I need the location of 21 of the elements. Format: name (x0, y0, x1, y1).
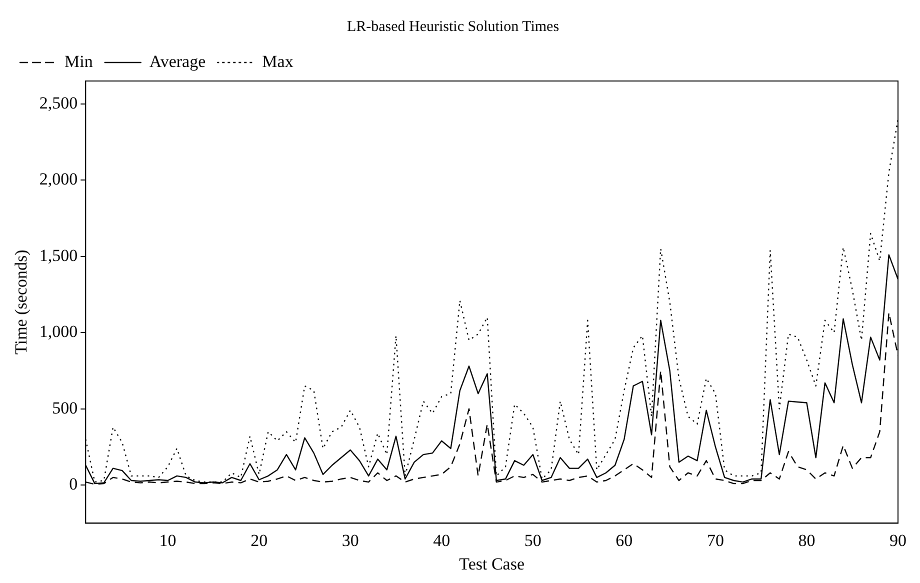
x-tick-label: 20 (250, 530, 268, 550)
y-axis-title: Time (seconds) (12, 250, 31, 354)
x-tick-label: 90 (890, 530, 906, 550)
x-tick-label: 30 (342, 530, 359, 550)
y-tick-label: 2,500 (39, 93, 78, 112)
x-tick-label: 50 (524, 530, 542, 550)
x-tick-label: 80 (798, 530, 816, 550)
y-tick-label: 1,000 (39, 322, 78, 342)
x-tick-label: 60 (616, 530, 633, 550)
x-axis-title: Test Case (459, 554, 525, 574)
legend-label: Average (149, 52, 206, 71)
chart-title: LR-based Heuristic Solution Times (346, 18, 560, 35)
legend-label: Max (262, 52, 294, 71)
x-tick-label: 10 (159, 530, 176, 550)
x-tick-label: 70 (706, 530, 724, 550)
y-tick-label: 2,000 (39, 170, 78, 189)
x-tick-label: 40 (433, 530, 450, 550)
y-tick-label: 1,500 (39, 246, 78, 265)
y-tick-label: 500 (52, 398, 78, 418)
y-tick-label: 0 (69, 474, 78, 494)
legend-label: Min (64, 52, 94, 71)
